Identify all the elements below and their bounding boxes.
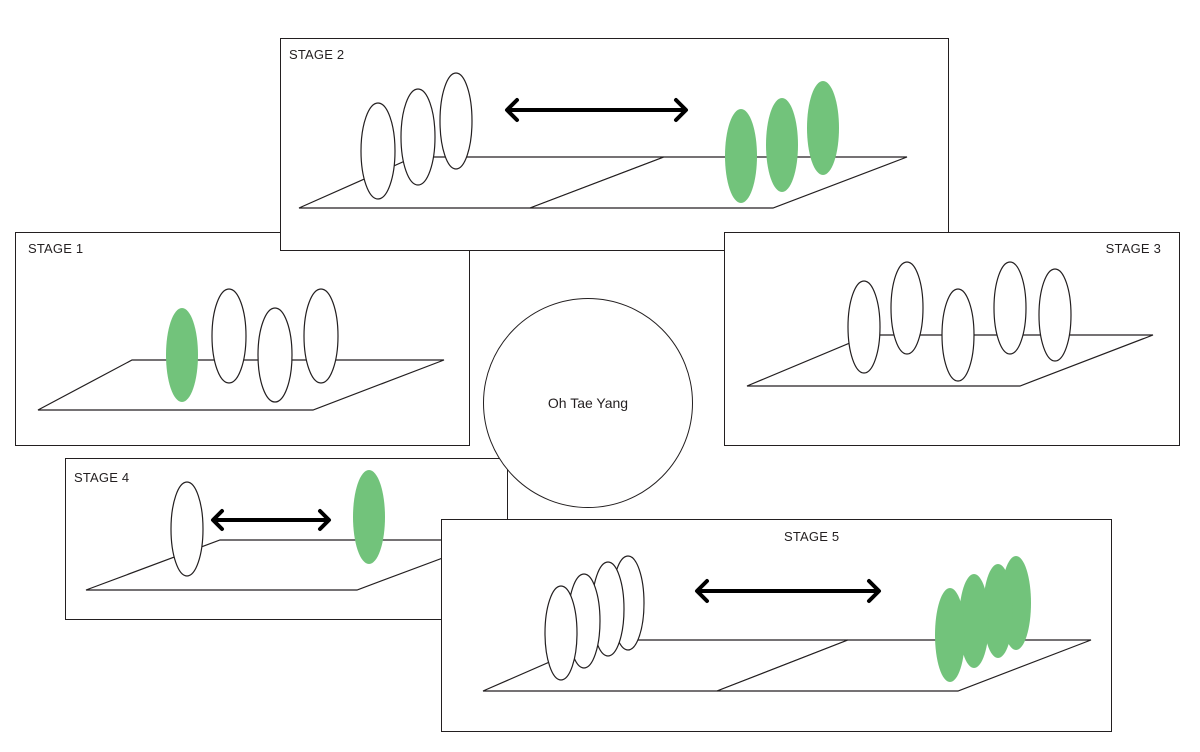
stage-2-disk-green bbox=[766, 98, 798, 192]
stage-2-plane-right bbox=[529, 156, 908, 209]
stage-2-disk-white bbox=[439, 72, 473, 170]
stage-2-panel: STAGE 2 bbox=[280, 38, 949, 251]
stage-1-disk-white bbox=[303, 288, 339, 384]
center-circle: Oh Tae Yang bbox=[483, 298, 693, 508]
stage-4-disk-white bbox=[170, 481, 204, 577]
stage-4-double-arrow bbox=[211, 509, 331, 531]
stage-2-diagram bbox=[298, 72, 908, 209]
stage-5-double-arrow bbox=[695, 579, 881, 603]
stage-2-disk-white bbox=[360, 102, 396, 200]
stage-1-panel: STAGE 1 bbox=[15, 232, 470, 446]
stage-5-disk-white bbox=[544, 585, 578, 681]
stage-1-diagram bbox=[37, 288, 445, 411]
stage-4-panel: STAGE 4 bbox=[65, 458, 508, 620]
stage-3-label: STAGE 3 bbox=[1105, 241, 1161, 256]
stage-2-disk-green bbox=[725, 109, 757, 203]
stage-5-disk-green bbox=[959, 574, 989, 668]
stage-2-disk-green bbox=[807, 81, 839, 175]
stage-1-plane bbox=[37, 359, 445, 411]
stage-4-diagram bbox=[85, 470, 492, 591]
stage-3-disk-white bbox=[993, 261, 1027, 355]
stage-3-disk-white bbox=[847, 280, 881, 374]
stage-5-diagram bbox=[482, 555, 1092, 692]
stage-3-diagram bbox=[746, 261, 1154, 387]
stage-1-disk-green bbox=[166, 308, 198, 402]
stage-1-disk-white bbox=[257, 307, 293, 403]
stage-3-panel: STAGE 3 bbox=[724, 232, 1180, 446]
stage-5-disk-green bbox=[935, 588, 965, 682]
stage-2-disk-white bbox=[400, 88, 436, 186]
center-label: Oh Tae Yang bbox=[547, 395, 629, 411]
stage-5-panel: STAGE 5 bbox=[441, 519, 1112, 732]
stage-1-disk-white bbox=[211, 288, 247, 384]
stage-5-disk-green bbox=[983, 564, 1013, 658]
stage-5-label: STAGE 5 bbox=[784, 529, 840, 544]
stage-4-plane bbox=[85, 539, 492, 591]
stage-3-disk-white bbox=[941, 288, 975, 382]
stage-3-disk-white bbox=[1038, 268, 1072, 362]
stage-4-disk-green bbox=[353, 470, 385, 564]
stage-2-label: STAGE 2 bbox=[289, 47, 345, 62]
stage-1-label: STAGE 1 bbox=[28, 241, 84, 256]
stage-2-double-arrow bbox=[505, 98, 688, 122]
stage-3-disk-white bbox=[890, 261, 924, 355]
stage-4-label: STAGE 4 bbox=[74, 470, 130, 485]
